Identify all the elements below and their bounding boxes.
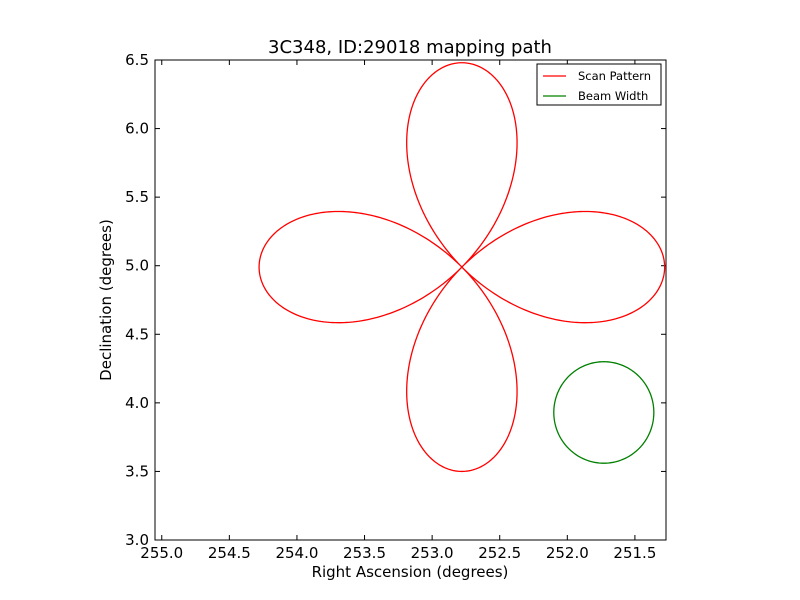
x-tick-label: 252.0 xyxy=(546,544,589,562)
x-tick-label: 253.0 xyxy=(411,544,454,562)
legend-label-beam-width: Beam Width xyxy=(578,89,648,103)
x-tick-label: 252.5 xyxy=(478,544,521,562)
y-tick-label: 6.0 xyxy=(125,120,149,138)
x-axis-ticks: 255.0 254.5 254.0 253.5 253.0 252.5 252.0 251.5 xyxy=(140,60,656,562)
plot-area xyxy=(154,59,667,541)
legend: Scan Pattern Beam Width xyxy=(536,63,662,106)
y-tick-label: 5.0 xyxy=(125,257,149,275)
y-tick-label: 3.0 xyxy=(125,531,149,549)
x-tick-label: 253.5 xyxy=(343,544,386,562)
y-tick-label: 4.0 xyxy=(125,394,149,412)
x-tick-label: 254.5 xyxy=(208,544,251,562)
scan-pattern-line xyxy=(258,62,666,473)
beam-width-circle xyxy=(553,361,655,464)
y-tick-label: 5.5 xyxy=(125,188,149,206)
legend-label-scan-pattern: Scan Pattern xyxy=(578,69,651,83)
x-tick-label: 255.0 xyxy=(140,544,183,562)
chart-title: 3C348, ID:29018 mapping path xyxy=(268,37,552,58)
x-tick-label: 254.0 xyxy=(275,544,318,562)
y-tick-label: 3.5 xyxy=(125,462,149,480)
x-tick-label: 251.5 xyxy=(613,544,656,562)
y-axis-ticks: 3.0 3.5 4.0 4.5 5.0 5.5 6.0 6.5 xyxy=(125,51,666,549)
x-axis-label: Right Ascension (degrees) xyxy=(312,563,509,581)
y-tick-label: 4.5 xyxy=(125,325,149,343)
legend-box xyxy=(536,63,662,106)
y-axis-label: Declination (degrees) xyxy=(97,219,115,381)
y-tick-label: 6.5 xyxy=(125,51,149,69)
